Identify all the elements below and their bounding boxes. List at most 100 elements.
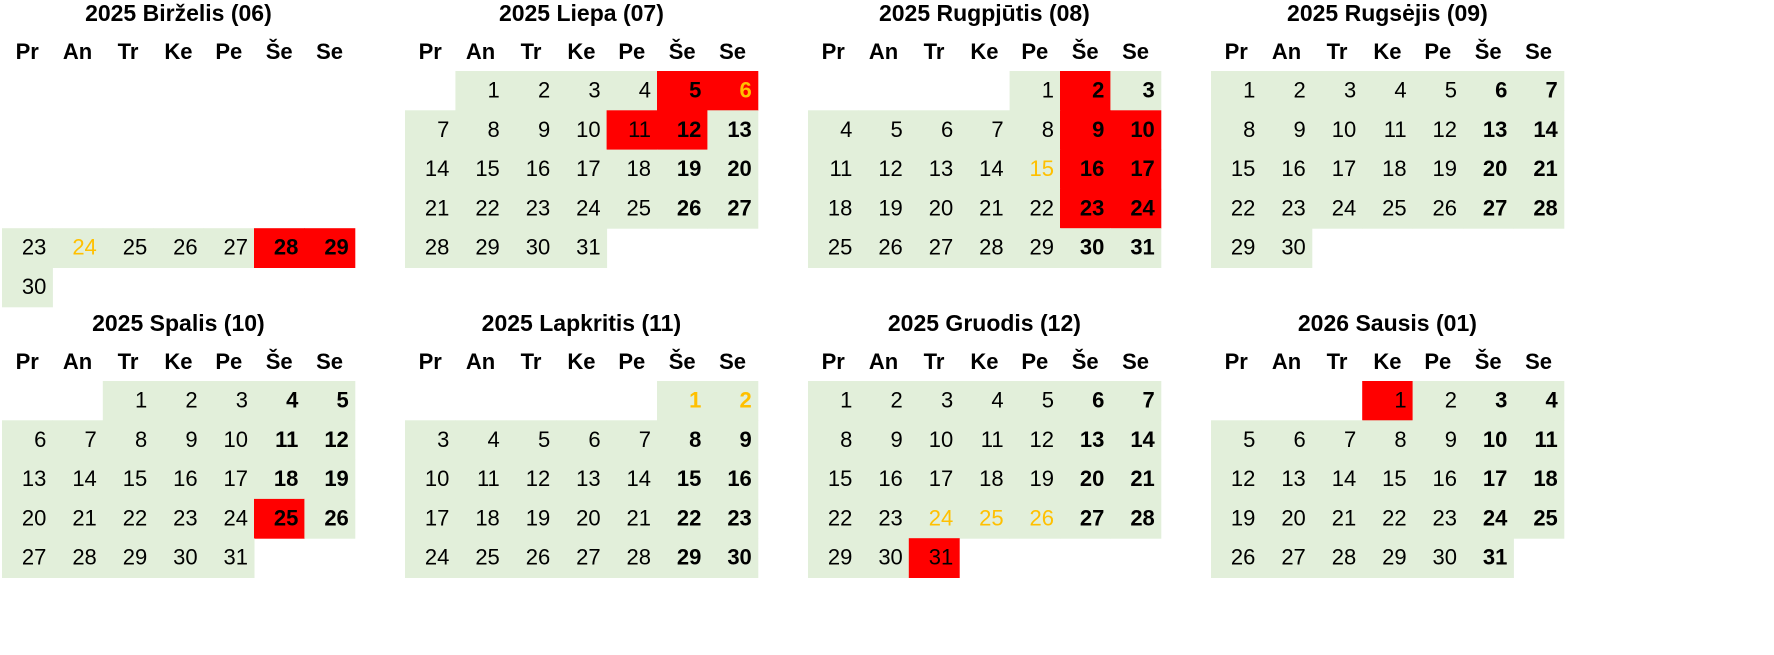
day-cell <box>455 228 507 268</box>
day-cell <box>1311 110 1363 151</box>
day-number: 20 <box>576 505 600 530</box>
day-number: 17 <box>425 505 449 530</box>
day-cell <box>254 420 305 461</box>
day-cell <box>203 459 255 500</box>
day-cell <box>304 420 356 461</box>
day-cell <box>808 420 859 461</box>
day-cell <box>1110 71 1162 111</box>
day-cell <box>858 228 910 268</box>
day-number: 13 <box>727 117 751 142</box>
day-number: 4 <box>286 387 299 412</box>
day-cell <box>556 188 608 229</box>
day-number: 21 <box>979 195 1003 220</box>
day-cell <box>1009 149 1061 190</box>
day-cell <box>1211 188 1262 229</box>
day-number: 16 <box>173 466 197 491</box>
weekday-header: Pr <box>419 39 443 64</box>
day-number: 18 <box>274 466 298 491</box>
day-cell <box>405 228 456 268</box>
month-title: 2025 Gruodis (12) <box>888 310 1081 336</box>
day-cell <box>959 381 1011 421</box>
day-number: 4 <box>639 77 651 102</box>
day-number: 5 <box>1243 427 1255 452</box>
day-cell <box>1362 538 1414 578</box>
day-number: 6 <box>1495 77 1507 102</box>
day-cell <box>1110 381 1162 421</box>
day-number: 8 <box>840 427 852 452</box>
holiday-cell <box>1110 188 1162 229</box>
day-cell <box>808 538 859 578</box>
weekday-header: Pr <box>822 39 846 64</box>
day-cell <box>2 267 53 308</box>
weekday-header: An <box>1272 349 1301 374</box>
day-number: 11 <box>981 427 1004 452</box>
weekday-header: Ke <box>970 349 998 374</box>
day-cell <box>505 110 557 151</box>
day-number: 24 <box>425 545 449 570</box>
weekday-header: An <box>466 349 495 374</box>
day-number: 28 <box>1533 195 1557 220</box>
day-cell <box>304 381 356 421</box>
day-number: 8 <box>135 427 147 452</box>
day-number: 15 <box>475 156 499 181</box>
day-number: 10 <box>425 466 449 491</box>
day-number: 24 <box>576 195 600 220</box>
day-number: 11 <box>1384 117 1407 142</box>
day-number: 5 <box>538 427 550 452</box>
day-cell <box>1261 110 1313 151</box>
day-cell <box>405 420 456 461</box>
holiday-cell <box>1362 381 1414 421</box>
day-cell <box>1513 459 1565 500</box>
day-cell <box>908 110 960 151</box>
day-number: 24 <box>72 235 96 260</box>
day-cell <box>2 498 53 539</box>
day-cell <box>203 228 255 268</box>
day-number: 7 <box>1344 427 1356 452</box>
day-cell <box>1211 110 1262 151</box>
holiday-cell <box>908 538 960 578</box>
day-cell <box>858 459 910 500</box>
weekday-header: Pr <box>1225 349 1249 374</box>
day-cell <box>1362 420 1414 461</box>
day-cell <box>657 188 708 229</box>
day-number: 1 <box>488 77 500 102</box>
day-cell <box>455 538 507 578</box>
day-number: 4 <box>488 427 500 452</box>
day-number: 24 <box>1130 195 1155 220</box>
weekday-header: Se <box>316 349 343 374</box>
holiday-cell <box>1060 149 1111 190</box>
day-cell <box>959 420 1011 461</box>
day-number: 21 <box>72 505 96 530</box>
day-number: 17 <box>1130 156 1154 181</box>
day-number: 12 <box>1231 466 1255 491</box>
weekday-header: Še <box>669 349 696 374</box>
day-cell <box>1009 110 1061 151</box>
day-number: 18 <box>979 466 1003 491</box>
day-number: 29 <box>1030 235 1054 260</box>
day-number: 5 <box>1445 77 1457 102</box>
day-number: 21 <box>1130 466 1154 491</box>
day-cell <box>1311 538 1363 578</box>
holiday-cell <box>657 71 708 111</box>
day-number: 11 <box>628 117 651 142</box>
day-number: 14 <box>1533 117 1558 142</box>
day-number: 28 <box>1332 545 1356 570</box>
day-number: 29 <box>475 235 499 260</box>
day-cell <box>405 149 456 190</box>
day-cell <box>556 110 608 151</box>
day-number: 22 <box>1382 505 1406 530</box>
day-number: 2 <box>538 77 550 102</box>
day-number: 29 <box>123 545 147 570</box>
day-cell <box>1362 459 1414 500</box>
month-title: 2025 Birželis (06) <box>85 0 272 26</box>
day-cell <box>1009 228 1061 268</box>
day-cell <box>1009 498 1061 539</box>
day-number: 2 <box>740 387 752 412</box>
day-cell <box>1211 71 1262 111</box>
day-number: 13 <box>576 466 600 491</box>
weekday-header: Pe <box>215 39 242 64</box>
day-number: 23 <box>1433 505 1457 530</box>
day-number: 12 <box>1030 427 1054 452</box>
weekday-header: Še <box>266 349 293 374</box>
day-cell <box>52 228 104 268</box>
